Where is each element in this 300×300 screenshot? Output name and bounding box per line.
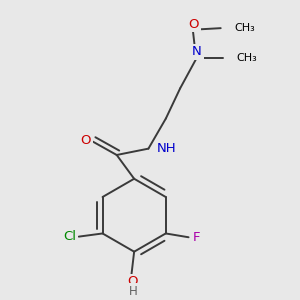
Text: NH: NH xyxy=(157,142,177,154)
Text: O: O xyxy=(128,275,138,288)
Text: H: H xyxy=(128,285,137,298)
Text: CH₃: CH₃ xyxy=(236,52,257,63)
Text: CH₃: CH₃ xyxy=(234,23,255,33)
Text: O: O xyxy=(81,134,91,147)
Text: F: F xyxy=(192,231,200,244)
Text: O: O xyxy=(188,17,199,31)
Text: Cl: Cl xyxy=(63,230,76,243)
Text: N: N xyxy=(192,45,202,58)
